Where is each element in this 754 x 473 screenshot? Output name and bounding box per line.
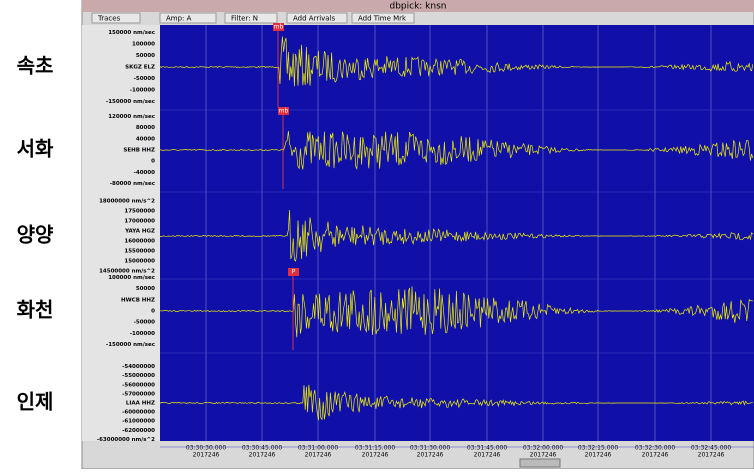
region-label: 양양 [17, 223, 54, 247]
time-label: 03:30:30.000 [186, 445, 226, 452]
amplitude-label: 16000000 [124, 239, 155, 245]
toolbar-button-label: Filter: N [231, 15, 258, 23]
amplitude-label: -60000000 [122, 410, 155, 416]
pick-flag[interactable] [273, 23, 284, 31]
amplitude-label: -55000000 [122, 373, 155, 379]
date-label: 2017246 [530, 452, 557, 459]
toolbar-button[interactable] [351, 12, 415, 24]
toolbar-button[interactable] [224, 12, 278, 24]
amplitude-label: 80000 [136, 125, 155, 131]
amplitude-label: 50000 [136, 53, 155, 59]
time-label: 03:31:00.000 [298, 445, 338, 452]
amplitude-panel [82, 25, 160, 441]
waveform [159, 209, 754, 262]
date-label: 2017246 [417, 452, 444, 459]
time-label: 03:31:15.000 [355, 445, 395, 452]
time-label: 03:32:00.000 [523, 445, 563, 452]
amplitude-label: 50000 [136, 286, 155, 292]
plot-area [160, 25, 754, 441]
time-label: 03:30:45.000 [242, 445, 282, 452]
amplitude-label: -40000 [134, 170, 156, 176]
region-label: 서화 [17, 137, 54, 161]
toolbar-button[interactable] [91, 12, 141, 24]
amplitude-label: -56000000 [122, 382, 155, 388]
toolbar-button-label: Add Arrivals [293, 15, 336, 23]
amplitude-label: 120000 nm/sec [108, 114, 155, 120]
amplitude-label: 15500000 [124, 249, 155, 255]
time-label: 03:31:30.000 [410, 445, 450, 452]
scrollbar[interactable] [519, 458, 561, 468]
pick-flag[interactable] [288, 268, 299, 276]
amplitude-label: -50000 [134, 320, 156, 326]
amplitude-label: -50000 [134, 76, 156, 82]
waveform [159, 286, 753, 338]
title-bar [82, 0, 754, 12]
pick-label: P [292, 269, 296, 276]
date-label: 2017246 [362, 452, 389, 459]
amplitude-label: -62000000 [122, 428, 155, 434]
amplitude-label: -100000 [130, 87, 155, 93]
amplitude-label: SKGZ ELZ [125, 65, 155, 71]
amplitude-label: -54000000 [122, 364, 155, 370]
amplitude-label: 40000 [136, 136, 155, 142]
date-label: 2017246 [698, 452, 725, 459]
amplitude-label: 15000000 [124, 259, 155, 265]
window-title: dbpick: knsn [389, 2, 446, 12]
waveform [159, 36, 754, 87]
amplitude-label: 18000000 nm/s^2 [99, 199, 155, 205]
pick-label: mb [274, 24, 284, 31]
toolbar-button-label: Traces [97, 15, 121, 23]
amplitude-label: 150000 nm/sec [108, 30, 155, 36]
pick-flag[interactable] [278, 107, 289, 115]
amplitude-label: -100000 [130, 331, 155, 337]
date-label: 2017246 [642, 452, 669, 459]
amplitude-label: -61000000 [122, 419, 155, 425]
date-label: 2017246 [474, 452, 501, 459]
amplitude-label: -150000 nm/sec [106, 99, 155, 105]
date-label: 2017246 [249, 452, 276, 459]
amplitude-label: -57000000 [122, 391, 155, 397]
amplitude-label: -150000 nm/sec [106, 342, 155, 348]
amplitude-label: 14500000 nm/s^2 [99, 269, 155, 275]
amplitude-label: 17000000 [124, 219, 155, 225]
waveform [159, 130, 754, 171]
amplitude-label: 17500000 [124, 209, 155, 215]
amplitude-label: 100000 [132, 42, 155, 48]
toolbar-button-label: Add Time Mrk [358, 15, 407, 23]
region-label: 인제 [17, 390, 54, 414]
region-label: 화천 [17, 298, 54, 322]
toolbar-button[interactable] [159, 12, 217, 24]
amplitude-label: 0 [151, 309, 155, 315]
amplitude-label: 0 [151, 159, 155, 165]
amplitude-label: 100000 nm/sec [108, 275, 155, 281]
amplitude-label: HWCB HHZ [121, 297, 155, 303]
pick-label: mb [279, 108, 289, 115]
waveform [159, 384, 753, 421]
region-label: 속초 [17, 54, 54, 78]
time-label: 03:31:45.000 [467, 445, 507, 452]
toolbar-button[interactable] [286, 12, 348, 24]
time-label: 03:32:30.000 [635, 445, 675, 452]
date-label: 2017246 [585, 452, 612, 459]
amplitude-label: SEHB HHZ [123, 148, 155, 154]
amplitude-label: -80000 nm/sec [110, 181, 155, 187]
time-label: 03:32:45.000 [691, 445, 731, 452]
time-label: 03:32:15.000 [578, 445, 618, 452]
amplitude-label: YAYA HGZ [124, 229, 155, 235]
toolbar-button-label: Amp: A [166, 15, 192, 23]
amplitude-label: -63000000 nm/s^2 [97, 437, 155, 443]
date-label: 2017246 [193, 452, 220, 459]
amplitude-label: LIAA HHZ [126, 401, 155, 407]
date-label: 2017246 [305, 452, 332, 459]
